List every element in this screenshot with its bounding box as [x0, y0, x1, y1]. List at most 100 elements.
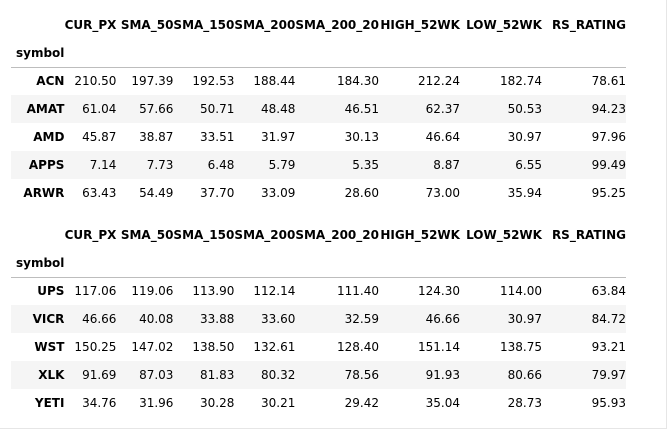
cell-sma-150: 37.70 [199, 186, 235, 200]
table-row: YETI 34.76 31.96 30.28 30.21 29.42 35.04… [11, 389, 626, 417]
cell-rs-rating: 97.96 [591, 130, 626, 144]
column-header-high-52wk: HIGH_52WK [380, 227, 460, 242]
cell-low-52wk: 35.94 [507, 186, 542, 200]
cell-sma-200-20: 128.40 [336, 340, 379, 354]
cell-sma-200-20: 46.51 [344, 102, 379, 116]
table-row: AMD 45.87 38.87 33.51 31.97 30.13 46.64 … [11, 123, 626, 151]
row-symbol: WST [34, 340, 65, 354]
index-name-row: symbol [11, 249, 626, 278]
row-symbol: APPS [28, 158, 65, 172]
column-header-sma-150: SMA_150 [173, 227, 235, 242]
table-row: APPS 7.14 7.73 6.48 5.79 5.35 8.87 6.55 … [11, 151, 626, 179]
cell-sma-50: 87.03 [139, 368, 174, 382]
cell-sma-150: 113.90 [192, 284, 235, 299]
cell-high-52wk: 73.00 [425, 186, 460, 200]
index-name: symbol [11, 39, 65, 68]
cell-cur-px: 63.43 [82, 186, 117, 200]
index-name: symbol [11, 249, 65, 278]
table-row: ACN 210.50 197.39 192.53 188.44 184.30 2… [11, 67, 626, 95]
column-header-sma-200: SMA_200 [234, 17, 296, 32]
cell-sma-200: 33.60 [260, 312, 296, 326]
column-header-low-52wk: LOW_52WK [466, 227, 542, 242]
cell-cur-px: 45.87 [82, 130, 117, 144]
row-symbol: XLK [38, 368, 65, 382]
cell-high-52wk: 35.04 [425, 396, 460, 410]
cell-cur-px: 150.25 [74, 340, 117, 354]
cell-sma-50: 31.96 [139, 396, 174, 410]
cell-rs-rating: 84.72 [591, 312, 626, 326]
cell-rs-rating: 95.25 [591, 186, 626, 200]
cell-sma-200-20: 30.13 [344, 130, 379, 144]
column-header-row: CUR_PX SMA_50 SMA_150 SMA_200 SMA_200_20… [11, 220, 626, 249]
cell-high-52wk: 151.14 [417, 340, 460, 354]
cell-high-52wk: 46.64 [425, 130, 460, 144]
index-name-row: symbol [11, 39, 626, 68]
cell-low-52wk: 30.97 [507, 130, 542, 144]
cell-sma-200: 188.44 [253, 74, 296, 89]
cell-sma-200-20: 5.35 [352, 158, 379, 172]
cell-sma-150: 138.50 [192, 340, 235, 354]
cell-rs-rating: 79.97 [591, 368, 626, 382]
cell-sma-200: 5.79 [268, 158, 296, 172]
cell-low-52wk: 50.53 [507, 102, 542, 116]
cell-cur-px: 91.69 [82, 368, 117, 382]
column-header-sma-200-20: SMA_200_20 [295, 17, 379, 32]
cell-sma-200-20: 111.40 [336, 284, 379, 299]
column-header-sma-200-20: SMA_200_20 [295, 227, 379, 242]
cell-sma-200: 33.09 [260, 186, 296, 200]
dataframe-table-1: CUR_PX SMA_50 SMA_150 SMA_200 SMA_200_20… [11, 10, 626, 207]
table-row: AMAT 61.04 57.66 50.71 48.48 46.51 62.37… [11, 95, 626, 123]
row-symbol: ARWR [23, 186, 65, 200]
column-header-rs-rating: RS_RATING [551, 17, 626, 32]
cell-high-52wk: 124.30 [417, 284, 460, 299]
cell-high-52wk: 212.24 [417, 74, 460, 89]
column-header-low-52wk: LOW_52WK [466, 17, 542, 32]
cell-sma-150: 33.51 [199, 130, 235, 144]
cell-sma-50: 54.49 [139, 186, 174, 200]
index-corner [11, 10, 64, 39]
cell-low-52wk: 80.66 [507, 368, 542, 382]
row-symbol: VICR [32, 312, 65, 326]
cell-high-52wk: 8.87 [433, 158, 460, 172]
table-row: WST 150.25 147.02 138.50 132.61 128.40 1… [11, 333, 626, 361]
cell-sma-150: 33.88 [199, 312, 235, 326]
cell-sma-200: 31.97 [260, 130, 296, 144]
cell-sma-150: 192.53 [192, 74, 235, 89]
cell-rs-rating: 95.93 [591, 396, 626, 410]
cell-rs-rating: 93.21 [591, 340, 626, 354]
cell-low-52wk: 6.55 [515, 158, 542, 172]
cell-cur-px: 61.04 [82, 102, 117, 116]
column-header-high-52wk: HIGH_52WK [380, 17, 460, 32]
dataframe-table-2: CUR_PX SMA_50 SMA_150 SMA_200 SMA_200_20… [11, 220, 626, 417]
cell-rs-rating: 63.84 [591, 284, 626, 299]
column-header-rs-rating: RS_RATING [551, 227, 626, 242]
cell-sma-50: 40.08 [139, 312, 174, 326]
cell-low-52wk: 28.73 [507, 396, 542, 410]
cell-low-52wk: 114.00 [499, 284, 542, 299]
cell-sma-50: 38.87 [139, 130, 174, 144]
column-header-cur-px: CUR_PX [64, 227, 117, 242]
cell-sma-200-20: 28.60 [344, 186, 379, 200]
cell-high-52wk: 91.93 [425, 368, 460, 382]
cell-cur-px: 46.66 [82, 312, 117, 326]
cell-sma-50: 119.06 [131, 284, 174, 299]
cell-low-52wk: 30.97 [507, 312, 542, 326]
cell-sma-200-20: 32.59 [344, 312, 379, 326]
cell-cur-px: 117.06 [74, 284, 117, 299]
cell-cur-px: 7.14 [89, 158, 117, 172]
row-symbol: UPS [37, 284, 65, 299]
index-corner [11, 220, 64, 249]
cell-sma-200: 112.14 [253, 284, 296, 299]
column-header-cur-px: CUR_PX [64, 17, 117, 32]
cell-low-52wk: 182.74 [499, 74, 542, 89]
cell-sma-200: 30.21 [260, 396, 296, 410]
cell-sma-200: 80.32 [260, 368, 296, 382]
cell-cur-px: 210.50 [74, 74, 117, 89]
cell-low-52wk: 138.75 [499, 340, 542, 354]
column-header-row: CUR_PX SMA_50 SMA_150 SMA_200 SMA_200_20… [11, 10, 626, 39]
cell-sma-200: 48.48 [260, 102, 296, 116]
cell-high-52wk: 46.66 [425, 312, 460, 326]
cell-high-52wk: 62.37 [425, 102, 460, 116]
row-symbol: YETI [34, 396, 65, 410]
